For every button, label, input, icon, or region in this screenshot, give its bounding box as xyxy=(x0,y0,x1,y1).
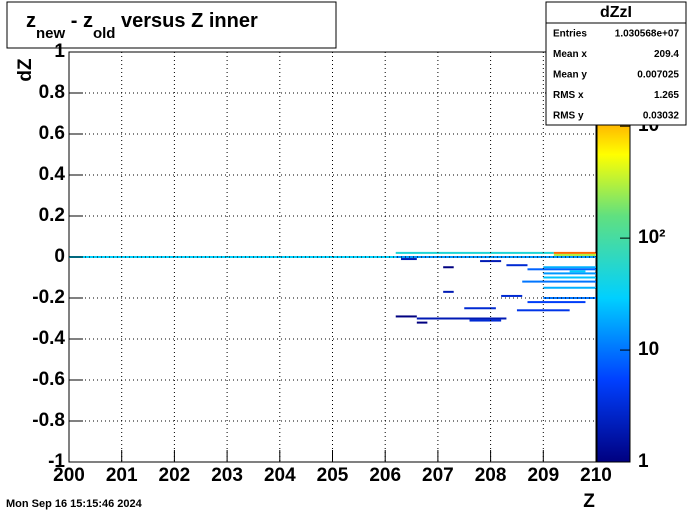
y-tick-label: -0.2 xyxy=(32,287,65,308)
title-box xyxy=(6,1,337,49)
y-tick-label: 0.8 xyxy=(39,82,65,103)
cell xyxy=(395,315,417,318)
y-tick-label: 0.2 xyxy=(39,205,65,226)
x-tick-label: 205 xyxy=(317,465,349,486)
stats-value: 0.03032 xyxy=(643,111,680,122)
cell xyxy=(401,258,417,261)
y-tick-label: -1 xyxy=(48,451,65,472)
x-tick-label: 210 xyxy=(580,465,612,486)
x-tick-label: 207 xyxy=(422,465,454,486)
x-label: Z xyxy=(583,491,595,512)
cell xyxy=(553,251,596,254)
cell xyxy=(480,260,502,263)
title-part: versus Z inner xyxy=(115,10,257,32)
stats-value: 1.030568e+07 xyxy=(615,29,680,40)
stats-label: Entries xyxy=(553,29,587,40)
x-tick-label: 206 xyxy=(369,465,401,486)
y-tick-label: -0.8 xyxy=(32,410,65,431)
x-tick-label: 203 xyxy=(211,465,243,486)
x-tick-label: 204 xyxy=(264,465,296,486)
stats-value: 209.4 xyxy=(654,49,679,60)
z-tick-label: 10 xyxy=(638,339,659,360)
cell xyxy=(395,251,554,254)
cell xyxy=(553,253,596,256)
stats-label: Mean x xyxy=(553,49,587,60)
stats-value: 1.265 xyxy=(654,90,679,101)
title-part: old xyxy=(93,25,116,42)
cell xyxy=(443,266,454,269)
cell xyxy=(69,256,396,258)
cell xyxy=(543,276,596,279)
cell xyxy=(527,301,586,304)
stats-label: RMS y xyxy=(553,111,584,122)
y-tick-label: 0.4 xyxy=(39,164,66,185)
title-part: - z xyxy=(65,10,93,32)
x-tick-label: 209 xyxy=(527,465,559,486)
title-part: new xyxy=(36,25,66,42)
timestamp: Mon Sep 16 15:15:46 2024 xyxy=(6,498,143,510)
stats-title: dZzI xyxy=(600,4,632,21)
y-tick-label: -0.6 xyxy=(32,369,65,390)
y-tick-label: 0 xyxy=(54,246,65,267)
x-tick-label: 201 xyxy=(106,465,138,486)
cell xyxy=(527,268,596,271)
cell xyxy=(501,294,523,297)
cell xyxy=(464,307,496,310)
cell xyxy=(543,266,596,269)
stats-label: RMS x xyxy=(553,90,584,101)
chart-title: znew - zold versus Z inner xyxy=(26,10,258,42)
y-tick-label: -0.4 xyxy=(32,328,65,349)
x-tick-label: 208 xyxy=(475,465,507,486)
z-tick-label: 1 xyxy=(638,451,649,472)
title-part: z xyxy=(26,10,36,32)
cell xyxy=(416,317,507,320)
cell xyxy=(543,286,596,289)
stats-label: Mean y xyxy=(553,70,587,81)
cell xyxy=(543,272,596,275)
cell xyxy=(416,321,428,324)
x-tick-label: 200 xyxy=(53,465,85,486)
stats-value: 0.007025 xyxy=(637,70,679,81)
cell xyxy=(395,256,596,258)
x-tick-label: 202 xyxy=(159,465,191,486)
cell xyxy=(569,270,586,273)
cell xyxy=(506,264,528,267)
cell xyxy=(522,280,596,283)
z-tick-label: 10² xyxy=(638,227,665,248)
cell xyxy=(516,309,570,312)
cell xyxy=(469,319,502,322)
y-label: dZ xyxy=(15,58,36,82)
y-tick-label: 1 xyxy=(54,41,65,62)
y-tick-label: 0.6 xyxy=(39,123,65,144)
cell xyxy=(443,290,454,293)
